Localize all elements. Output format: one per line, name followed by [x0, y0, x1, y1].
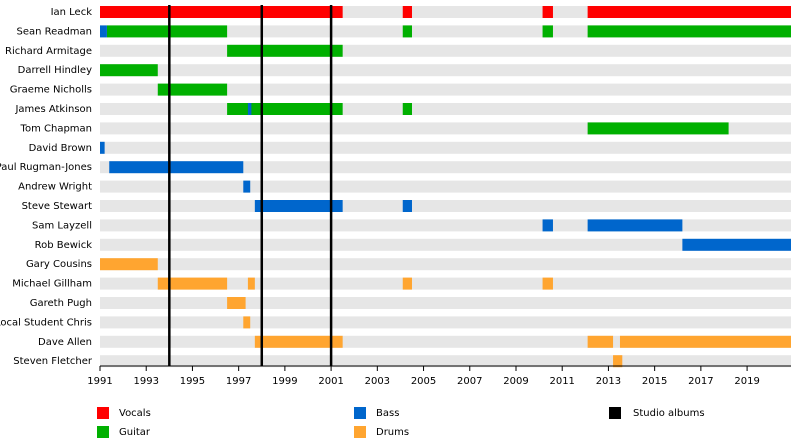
span-bar [402, 103, 412, 115]
x-tick-label: 1993 [133, 376, 158, 387]
row-label: Richard Armitage [5, 46, 92, 57]
x-tick-label: 2005 [411, 376, 436, 387]
legend-swatch [354, 407, 366, 419]
row-label: Local Student Chris [0, 317, 92, 328]
span-bar [100, 6, 343, 18]
span-bar [619, 335, 791, 348]
row-label: Andrew Wright [18, 182, 92, 193]
row-background [100, 44, 791, 57]
legend-swatch [97, 426, 109, 438]
row-label: Darrell Hindley [18, 65, 92, 76]
legend-label: Bass [376, 408, 399, 419]
span-bar [100, 25, 107, 38]
row-background [100, 297, 791, 309]
x-tick-label: 2011 [549, 376, 574, 387]
span-bar [227, 297, 246, 309]
span-bar [157, 277, 228, 290]
span-bar [587, 25, 791, 38]
legend-swatch [97, 407, 109, 419]
row-background [100, 64, 791, 77]
span-bar [542, 6, 553, 18]
row-background [100, 277, 791, 290]
legend-label: Studio albums [633, 408, 705, 419]
row-label: Rob Bewick [35, 240, 93, 251]
span-bar [254, 200, 343, 212]
span-bar [587, 335, 614, 348]
row-background [100, 103, 791, 115]
legend-label: Vocals [119, 408, 151, 419]
row-label: Steven Fletcher [13, 356, 93, 367]
span-bar [402, 200, 412, 212]
legend-label: Guitar [119, 427, 151, 438]
x-tick-label: 2003 [365, 376, 390, 387]
row-label: David Brown [29, 143, 92, 154]
row-background [100, 355, 791, 368]
x-tick-label: 1999 [272, 376, 297, 387]
x-tick-label: 2007 [457, 376, 482, 387]
row-label: Paul Rugman-Jones [0, 162, 92, 173]
row-label: James Atkinson [14, 104, 92, 115]
span-bar [587, 122, 729, 135]
legend-swatch [609, 407, 621, 419]
row-background [100, 219, 791, 232]
x-tick-label: 2001 [318, 376, 343, 387]
x-tick-label: 2015 [642, 376, 667, 387]
row-label: Dave Allen [38, 337, 92, 348]
row-label: Gareth Pugh [30, 298, 92, 309]
row-label: Tom Chapman [20, 123, 92, 134]
row-label: Graeme Nicholls [10, 85, 92, 96]
span-bar [157, 83, 228, 96]
row-label: Michael Gillham [12, 279, 92, 290]
x-tick-label: 2019 [734, 376, 759, 387]
legend-swatch [354, 426, 366, 438]
span-bar [254, 335, 343, 348]
row-background [100, 258, 791, 271]
span-bar [243, 316, 251, 329]
span-bar [613, 355, 623, 368]
span-bar [587, 219, 683, 232]
x-tick-label: 2017 [688, 376, 713, 387]
x-tick-label: 1995 [180, 376, 205, 387]
span-bar [100, 141, 105, 154]
row-label: Steve Stewart [22, 201, 93, 212]
span-bar [247, 103, 252, 115]
span-bar [106, 25, 228, 38]
row-background [100, 141, 791, 154]
x-tick-label: 1997 [226, 376, 251, 387]
span-bar [227, 103, 343, 115]
row-label: Sean Readman [17, 26, 92, 37]
row-background [100, 83, 791, 96]
row-background [100, 161, 791, 174]
span-bar [542, 25, 553, 38]
legend-label: Drums [376, 427, 409, 438]
span-bar [542, 277, 553, 290]
row-background [100, 122, 791, 135]
row-label: Gary Cousins [26, 259, 92, 270]
span-bar [109, 161, 244, 174]
row-background [100, 200, 791, 212]
span-bar [227, 44, 343, 57]
span-bar [100, 64, 158, 77]
span-bar [100, 258, 158, 271]
x-tick-label: 1991 [87, 376, 112, 387]
span-bar [402, 25, 412, 38]
span-bar [402, 277, 412, 290]
x-tick-label: 2013 [596, 376, 621, 387]
span-bar [243, 180, 251, 193]
row-label: Sam Layzell [32, 220, 92, 231]
span-bar [542, 219, 553, 232]
span-bar [247, 277, 255, 290]
row-background [100, 180, 791, 193]
row-background [100, 238, 791, 251]
span-bar [587, 6, 791, 18]
x-tick-label: 2009 [503, 376, 528, 387]
row-label: Ian Leck [51, 7, 93, 18]
row-background [100, 316, 791, 329]
span-bar [402, 6, 412, 18]
span-bar [682, 238, 791, 251]
